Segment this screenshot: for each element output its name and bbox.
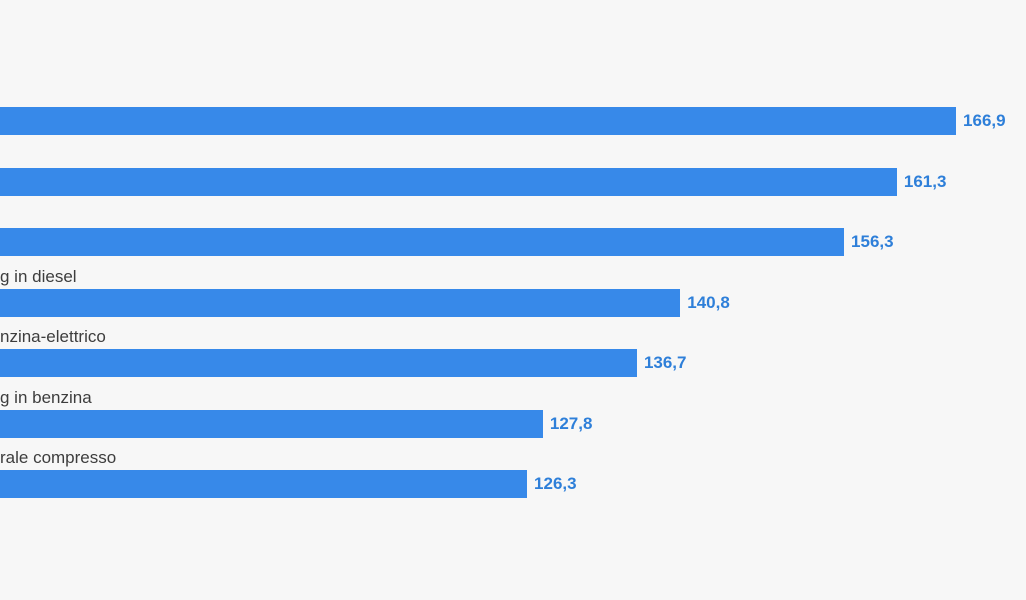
bar-category-label: nzina-elettrico: [0, 327, 106, 347]
bar-category-label: g in diesel: [0, 266, 77, 286]
chart-bar[interactable]: [0, 228, 845, 257]
chart-bar[interactable]: [0, 349, 637, 378]
bar-category-label: g in benzina: [0, 387, 92, 407]
bar-value-label: 166,9: [963, 111, 1006, 130]
bar-value-label: 140,8: [687, 292, 730, 312]
chart-bar[interactable]: [0, 409, 543, 438]
bar-value-label: 127,8: [549, 413, 593, 433]
chart-bar[interactable]: [0, 470, 528, 499]
chart-bar[interactable]: [0, 288, 681, 317]
bar-value-label: 161,3: [903, 171, 947, 191]
bar-value-label: 136,7: [643, 353, 687, 373]
bar-value-label: 156,3: [851, 232, 894, 252]
chart-bar[interactable]: [0, 107, 957, 135]
chart-bar[interactable]: [0, 167, 897, 196]
bar-value-label: 126,3: [534, 474, 577, 494]
bar-category-label: rale compresso: [0, 448, 117, 468]
